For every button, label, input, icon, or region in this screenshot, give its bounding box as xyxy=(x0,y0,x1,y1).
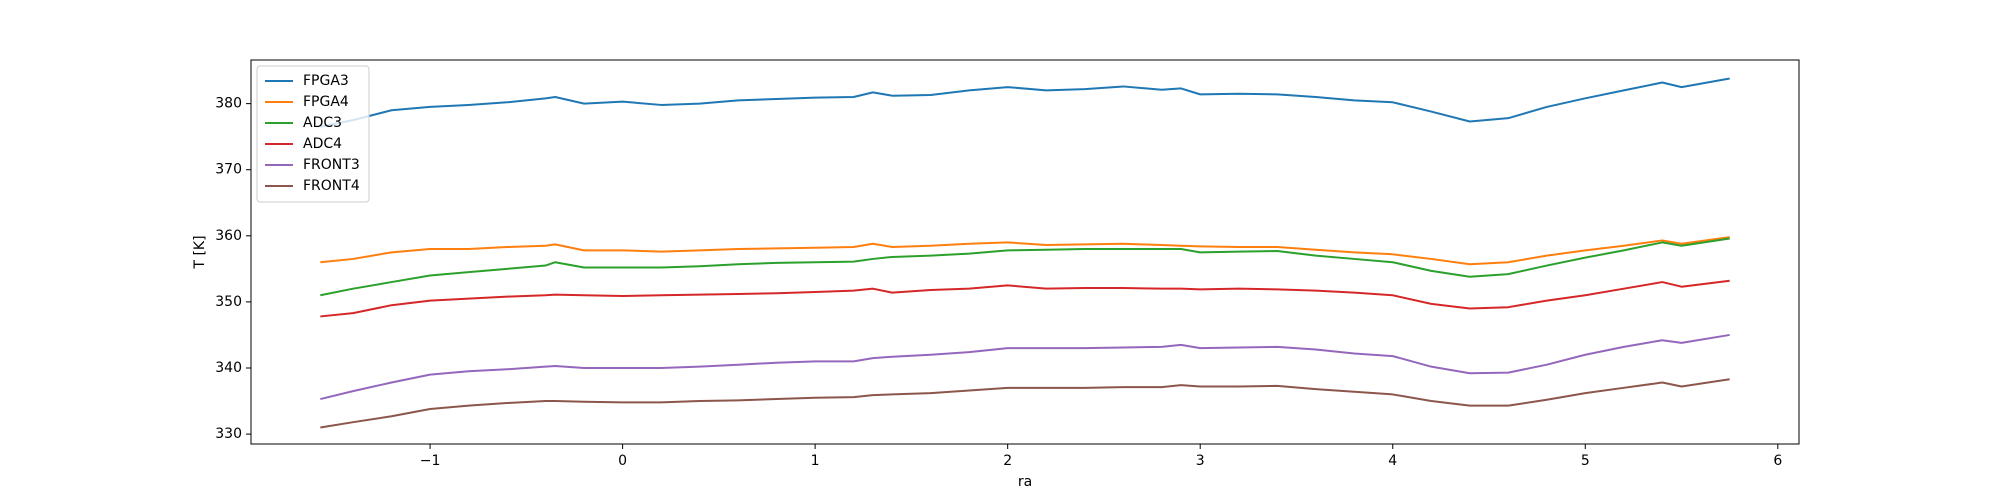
y-tick-label: 380 xyxy=(215,96,242,112)
y-tick-label: 340 xyxy=(215,360,242,376)
x-tick-label: 6 xyxy=(1773,453,1782,469)
x-tick-label: 0 xyxy=(618,453,627,469)
legend-label: FRONT3 xyxy=(303,157,360,173)
x-tick-label: 1 xyxy=(811,453,820,469)
y-tick-label: 370 xyxy=(215,162,242,178)
legend-label: FPGA4 xyxy=(303,94,349,110)
legend-box xyxy=(256,65,370,203)
legend-label: FPGA3 xyxy=(303,73,349,89)
x-tick-label: −1 xyxy=(420,453,441,469)
x-tick-label: 3 xyxy=(1196,453,1205,469)
y-tick-label: 360 xyxy=(215,228,242,244)
x-tick-label: 5 xyxy=(1581,453,1590,469)
series-line xyxy=(320,378,1730,429)
legend-label: ADC3 xyxy=(303,115,342,131)
series-line xyxy=(320,279,1730,318)
x-tick-label: 2 xyxy=(1003,453,1012,469)
x-axis-label: ra xyxy=(1018,474,1032,490)
legend-label: FRONT4 xyxy=(303,178,360,194)
series-line xyxy=(320,236,1730,266)
series-line xyxy=(320,237,1730,297)
y-tick-label: 350 xyxy=(215,294,242,310)
legend-label: ADC4 xyxy=(303,136,342,152)
series-line xyxy=(320,333,1730,401)
plot-frame xyxy=(250,59,1800,445)
series-line xyxy=(320,77,1730,128)
x-tick-label: 4 xyxy=(1388,453,1397,469)
y-axis-label: T [K] xyxy=(192,235,208,269)
y-tick-label: 330 xyxy=(215,426,242,442)
